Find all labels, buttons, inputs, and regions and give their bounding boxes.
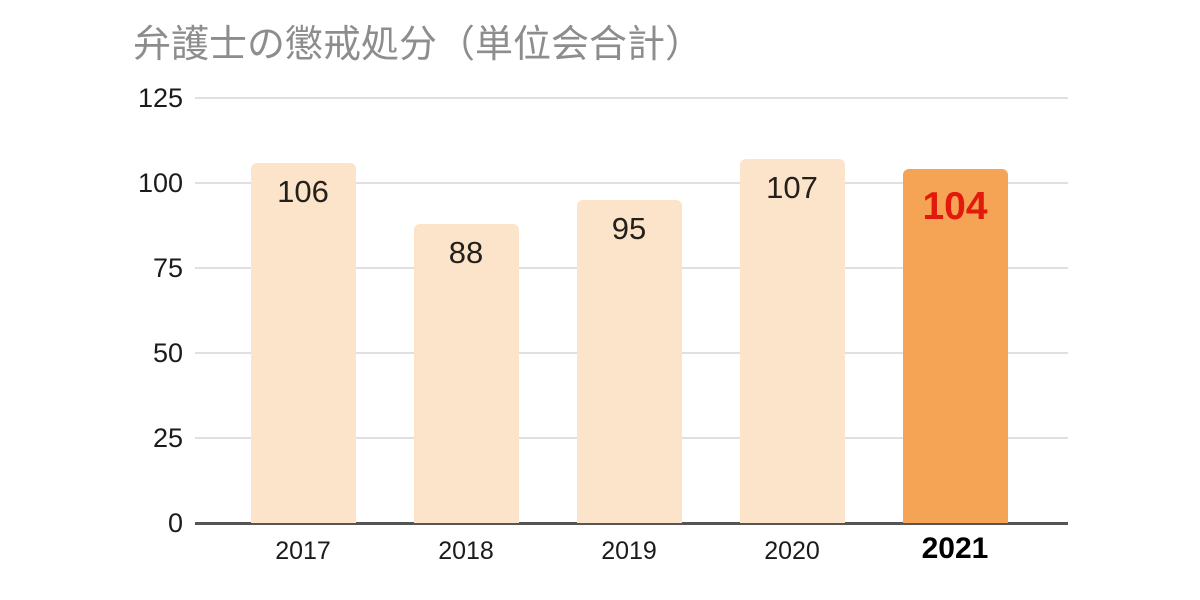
bar-2021 [902, 169, 1008, 523]
x-tick-label-2017: 2017 [275, 537, 331, 565]
y-tick-label-75: 75 [152, 253, 183, 283]
gridline-125 [195, 97, 1068, 99]
bar-2020 [739, 159, 845, 523]
y-tick-label-125: 125 [137, 83, 183, 113]
y-tick-label-25: 25 [152, 423, 183, 453]
x-axis-line [195, 522, 1068, 525]
bar-2017 [250, 162, 356, 523]
y-tick-label-0: 0 [167, 508, 183, 538]
bar-2019 [576, 200, 682, 523]
bar-value-label-2018: 88 [448, 234, 484, 270]
x-tick-label-2020: 2020 [764, 537, 820, 565]
y-tick-label-50: 50 [152, 338, 183, 368]
bar-value-label-2020: 107 [766, 170, 818, 206]
chart-title: 弁護士の懲戒処分（単位会合計） [133, 24, 704, 66]
y-tick-label-100: 100 [137, 168, 183, 198]
bar-value-label-2021: 104 [922, 185, 988, 229]
bar-value-label-2019: 95 [611, 211, 647, 246]
bar-2018 [413, 223, 519, 523]
x-tick-label-2018: 2018 [438, 537, 494, 565]
x-tick-label-2019: 2019 [601, 537, 657, 565]
bar-value-label-2017: 106 [277, 173, 329, 209]
gridline-100 [195, 182, 1068, 184]
x-tick-label-2021: 2021 [921, 532, 989, 565]
